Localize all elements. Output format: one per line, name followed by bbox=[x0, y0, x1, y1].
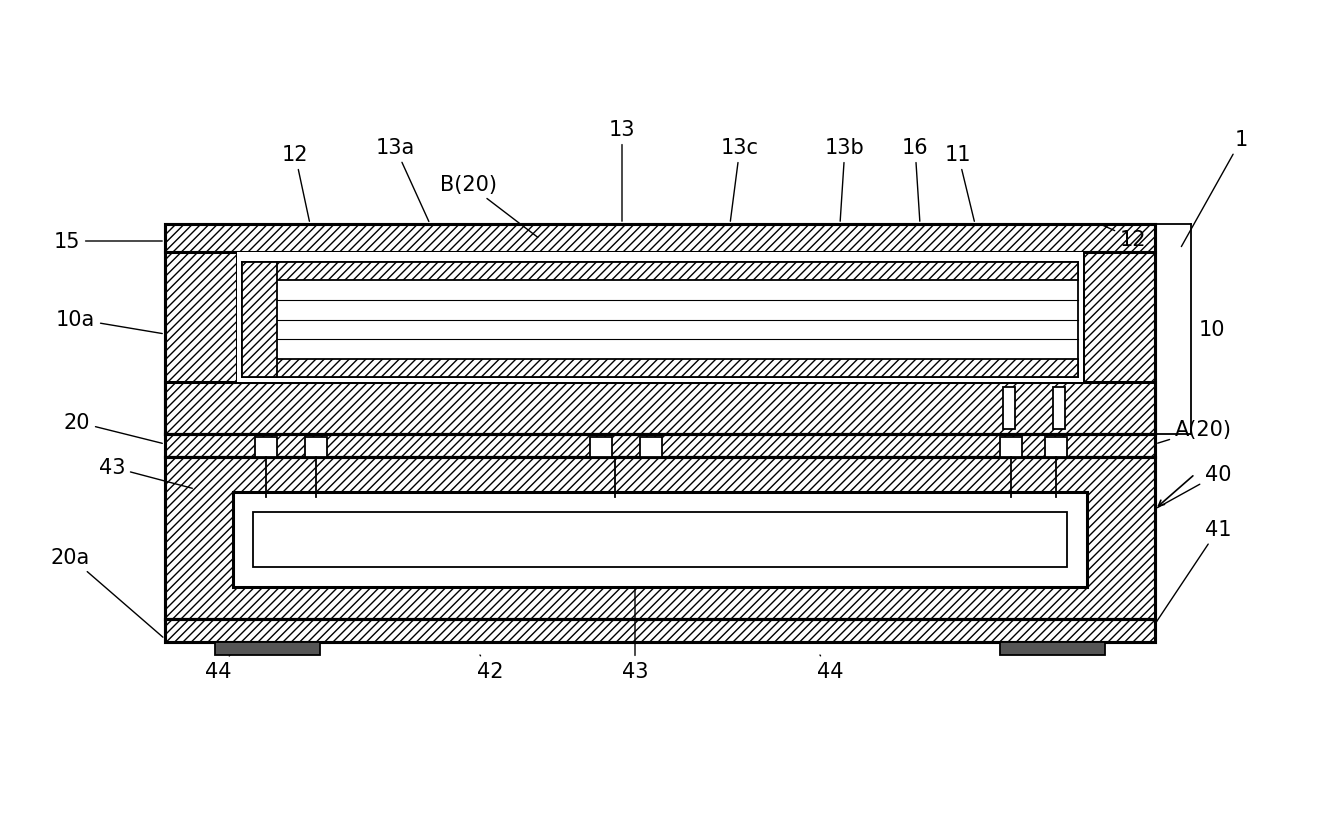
Bar bbox=[165, 619, 1155, 642]
Text: B(20): B(20) bbox=[440, 175, 538, 238]
Text: 41: 41 bbox=[1157, 519, 1231, 622]
Text: 40: 40 bbox=[1157, 465, 1231, 508]
Bar bbox=[165, 225, 1155, 435]
Text: 16: 16 bbox=[902, 138, 929, 222]
Text: 1: 1 bbox=[1181, 130, 1248, 247]
Bar bbox=[1000, 642, 1104, 655]
Bar bbox=[165, 619, 1155, 642]
Text: A(20): A(20) bbox=[1157, 420, 1232, 444]
Text: 44: 44 bbox=[816, 655, 843, 681]
Bar bbox=[305, 437, 328, 457]
Bar bbox=[165, 435, 1155, 457]
Bar bbox=[215, 642, 320, 655]
Text: 15: 15 bbox=[53, 232, 162, 252]
Text: 12: 12 bbox=[1103, 226, 1147, 250]
Text: 42: 42 bbox=[477, 655, 503, 681]
Bar bbox=[1000, 437, 1022, 457]
Bar bbox=[165, 435, 1155, 457]
Bar bbox=[254, 512, 1067, 568]
Bar bbox=[165, 457, 1155, 619]
Text: 20: 20 bbox=[63, 412, 162, 444]
Bar bbox=[232, 492, 1087, 588]
Text: 43: 43 bbox=[99, 457, 193, 489]
Text: 12: 12 bbox=[281, 145, 309, 222]
Text: 44: 44 bbox=[205, 655, 231, 681]
Bar bbox=[242, 263, 1078, 378]
Text: 10: 10 bbox=[1199, 319, 1226, 339]
Bar bbox=[639, 437, 662, 457]
Text: 11: 11 bbox=[945, 145, 975, 222]
Bar bbox=[255, 437, 277, 457]
Text: 20a: 20a bbox=[50, 548, 162, 637]
Bar bbox=[165, 252, 236, 435]
Bar bbox=[242, 263, 1078, 281]
Bar bbox=[236, 252, 1083, 383]
Bar bbox=[242, 263, 277, 378]
Text: 13b: 13b bbox=[826, 138, 865, 222]
Text: 10a: 10a bbox=[55, 309, 162, 334]
Bar bbox=[1083, 252, 1155, 435]
Bar bbox=[590, 437, 612, 457]
Bar bbox=[1053, 388, 1065, 430]
Text: 13: 13 bbox=[609, 120, 635, 222]
Text: 43: 43 bbox=[622, 562, 649, 681]
Bar bbox=[242, 359, 1078, 378]
Bar bbox=[1045, 437, 1067, 457]
Bar bbox=[165, 225, 1155, 252]
Bar bbox=[1003, 388, 1015, 430]
Text: 13a: 13a bbox=[375, 138, 429, 222]
Text: 13c: 13c bbox=[721, 138, 760, 222]
Bar bbox=[165, 457, 1155, 619]
Bar bbox=[165, 383, 1155, 435]
